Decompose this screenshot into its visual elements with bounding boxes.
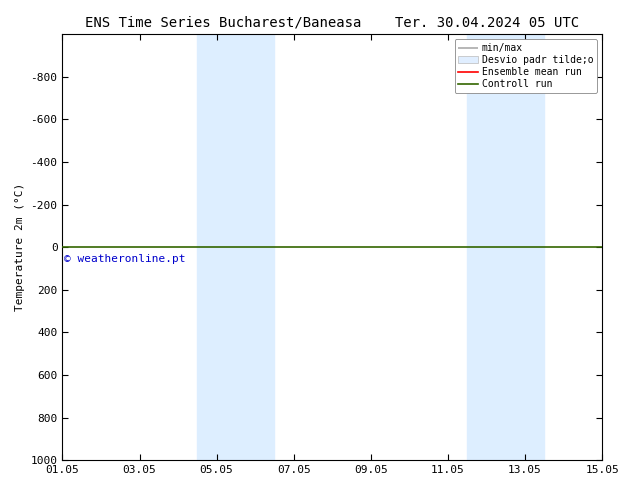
Bar — [467, 34, 545, 460]
Legend: min/max, Desvio padr tilde;o, Ensemble mean run, Controll run: min/max, Desvio padr tilde;o, Ensemble m… — [455, 39, 597, 93]
Text: © weatheronline.pt: © weatheronline.pt — [64, 254, 186, 264]
Title: ENS Time Series Bucharest/Baneasa    Ter. 30.04.2024 05 UTC: ENS Time Series Bucharest/Baneasa Ter. 3… — [85, 15, 579, 29]
Bar — [197, 34, 275, 460]
Y-axis label: Temperature 2m (°C): Temperature 2m (°C) — [15, 183, 25, 311]
